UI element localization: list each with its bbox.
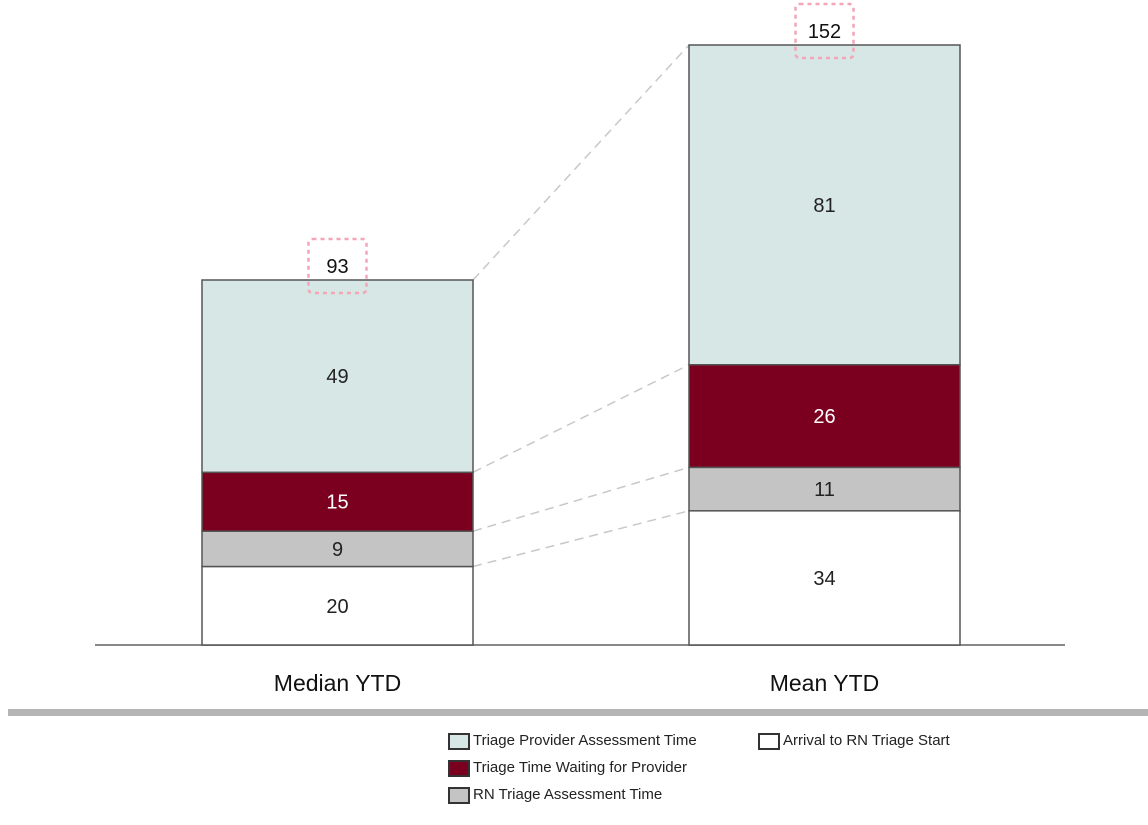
connector-line [472, 364, 690, 473]
bar-segment [688, 44, 961, 366]
legend-swatch-waiting-for-provider [448, 760, 470, 777]
segment-value-label: 11 [814, 479, 835, 501]
bar-segment [201, 565, 474, 646]
connector-line [472, 44, 690, 281]
bar-segment [201, 279, 474, 474]
legend-label-arrival: Arrival to RN Triage Start [783, 732, 950, 749]
bar-segment [688, 466, 961, 512]
legend-item-waiting-for-provider: Triage Time Waiting for Provider [448, 760, 748, 777]
category-labels: Median YTD Mean YTD [274, 670, 879, 696]
legend-swatch-provider-assessment [448, 733, 470, 750]
connector-lines [472, 44, 690, 568]
category-label: Mean YTD [770, 670, 880, 696]
legend-label-provider-assessment: Triage Provider Assessment Time [473, 732, 697, 749]
legend-label-rn-assessment: RN Triage Assessment Time [473, 786, 663, 803]
total-value-label: 93 [326, 256, 348, 278]
segment-value-label: 34 [813, 568, 835, 590]
segment-value-label: 49 [326, 366, 348, 388]
bar-segment [688, 510, 961, 646]
bars-group: 20 9 15 49 34 11 26 81 [201, 44, 961, 646]
legend-swatch-arrival [758, 733, 780, 750]
bar-segment [201, 530, 474, 568]
legend: Triage Provider Assessment Time Triage T… [448, 730, 968, 822]
segment-value-label: 26 [813, 406, 835, 428]
segment-value-label: 9 [332, 539, 343, 561]
legend-item-rn-assessment: RN Triage Assessment Time [448, 787, 673, 804]
legend-item-arrival: Arrival to RN Triage Start [758, 733, 958, 750]
connector-line [472, 510, 690, 568]
total-highlight-box [794, 2, 855, 60]
segment-value-label: 81 [813, 195, 835, 217]
divider-bar [8, 709, 1148, 716]
totals-group: 93 152 [307, 2, 855, 295]
total-highlight-box [307, 237, 368, 295]
legend-label-waiting-for-provider: Triage Time Waiting for Provider [473, 759, 687, 776]
stacked-bar-chart: 20 9 15 49 34 11 26 81 93 152 Median YTD Mean YTD [95, 2, 1065, 696]
connector-line [472, 466, 690, 532]
segment-value-label: 20 [326, 596, 348, 618]
category-label: Median YTD [274, 670, 401, 696]
total-value-label: 152 [808, 21, 841, 43]
legend-swatch-rn-assessment [448, 787, 470, 804]
legend-item-provider-assessment: Triage Provider Assessment Time [448, 733, 748, 750]
bar-segment [688, 363, 961, 469]
segment-value-label: 15 [326, 492, 348, 514]
